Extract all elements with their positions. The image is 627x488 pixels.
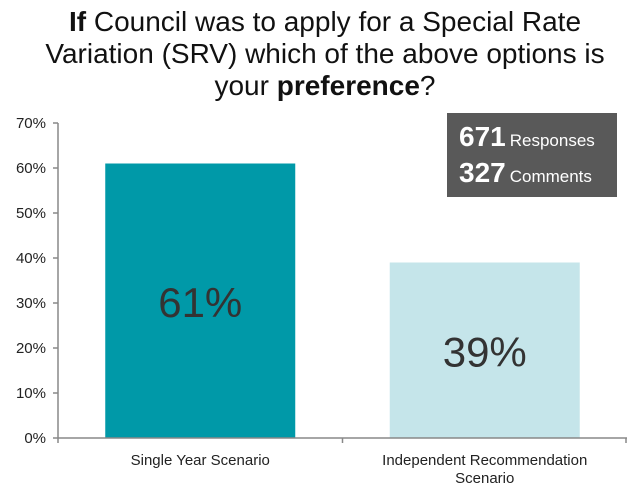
y-tick-label: 40% [16,250,46,267]
bar [389,262,580,438]
y-tick-label: 20% [16,340,46,357]
title-question-mark: ? [419,70,436,101]
chart-title: If Council was to apply for a Special Ra… [40,6,610,102]
title-text: Council was to apply for a Special Rate … [45,6,605,101]
comments-stat: 327 Comments [459,157,592,189]
stats-box: 671 Responses 327 Comments [447,113,617,197]
y-tick-label: 60% [16,160,46,177]
bar [105,163,296,438]
title-preference: preference [276,70,420,101]
bar-value-label: 39% [443,328,527,375]
responses-count: 671 [459,121,506,152]
comments-label: Comments [509,167,592,186]
responses-label: Responses [509,131,595,150]
y-tick-label: 10% [16,385,46,402]
x-tick-label: Independent Recommendation [382,452,587,469]
x-tick-label: Scenario [455,470,514,487]
x-tick-label: Single Year Scenario [131,452,270,469]
y-tick-label: 70% [16,115,46,132]
y-tick-label: 30% [16,295,46,312]
title-if: If [68,6,87,37]
y-tick-label: 50% [16,205,46,222]
comments-count: 327 [459,157,506,188]
responses-stat: 671 Responses [459,121,595,153]
bar-value-label: 61% [158,279,242,326]
y-tick-label: 0% [24,430,46,447]
